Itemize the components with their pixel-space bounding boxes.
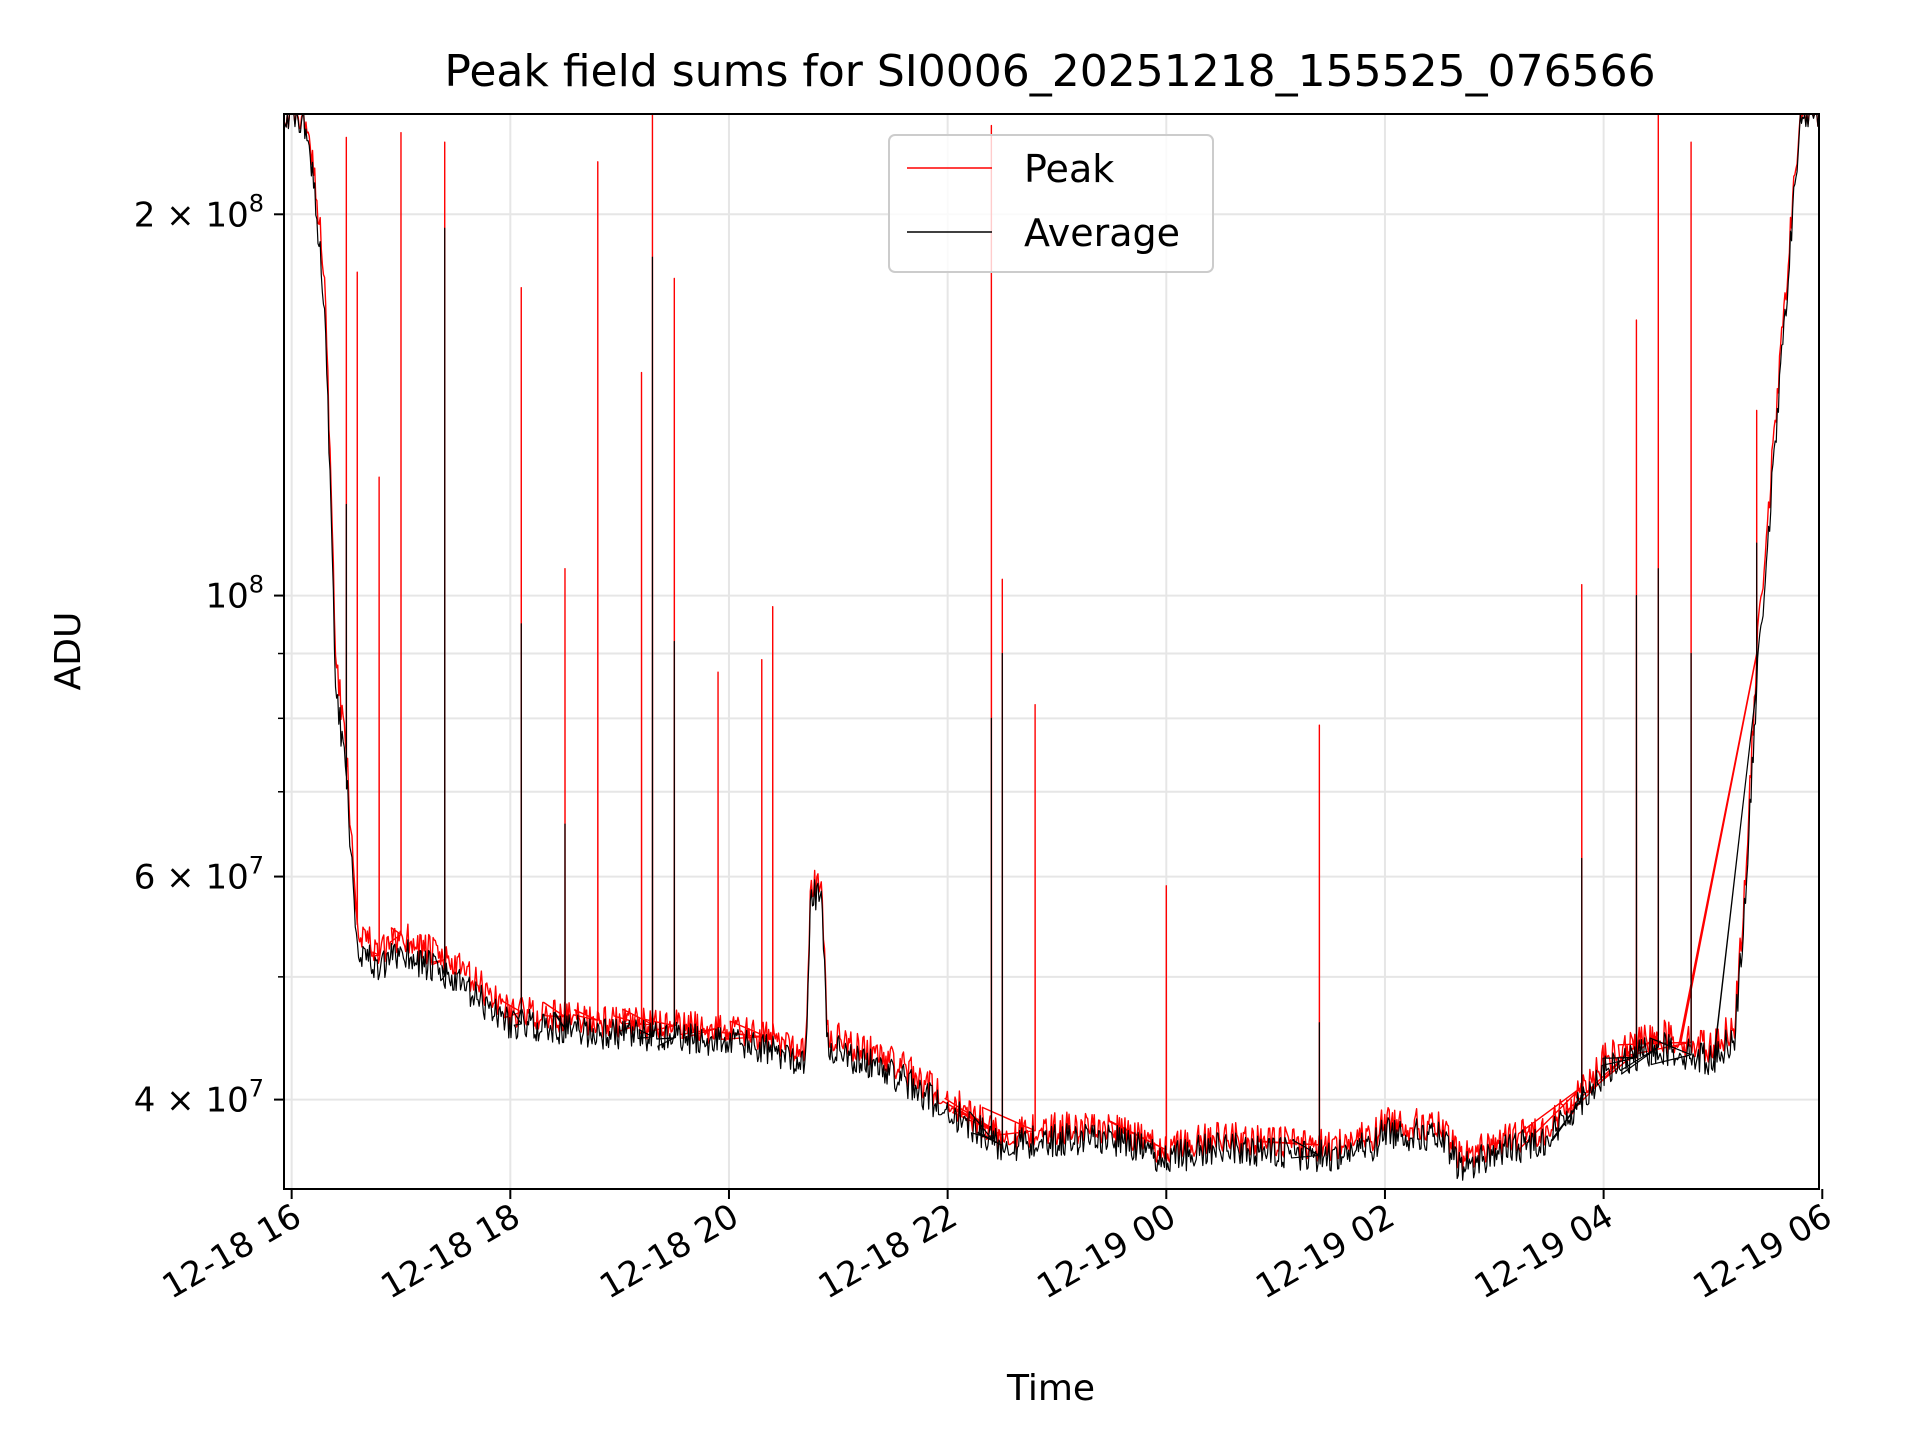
y-tick-label: 2 × 108 xyxy=(134,189,264,235)
y-tick-label: 6 × 107 xyxy=(134,852,264,898)
series-line-average xyxy=(283,113,1820,1181)
plot-frame xyxy=(283,113,1820,1190)
y-tick-label: 4 × 107 xyxy=(134,1075,264,1121)
x-axis-label: Time xyxy=(1006,1368,1095,1409)
legend-peak-label: Peak xyxy=(1024,147,1114,191)
chart-title: Peak field sums for SI0006_20251218_1555… xyxy=(444,46,1655,97)
series-line-peak xyxy=(283,113,1820,1171)
legend-box xyxy=(888,134,1214,273)
legend: Peak Average xyxy=(888,134,1214,273)
y-axis-label: ADU xyxy=(48,612,89,691)
legend-average-label: Average xyxy=(1024,211,1180,255)
y-tick-label: 108 xyxy=(205,571,264,617)
series-lines xyxy=(283,113,1820,1181)
